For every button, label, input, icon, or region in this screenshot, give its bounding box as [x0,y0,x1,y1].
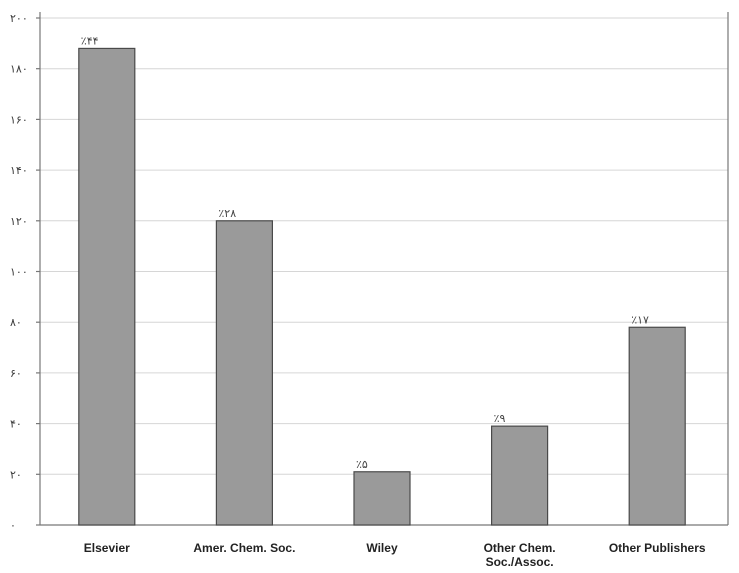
y-tick-label: ۱۶۰ [10,113,28,126]
y-tick-label: ۱۸۰ [10,63,28,76]
y-tick-label: ۴۰ [10,418,22,431]
bar-data-label: ٪۲۸ [218,207,236,220]
bar-data-label: ٪۹ [494,412,506,425]
y-tick-label: ۱۴۰ [10,164,28,177]
bar [628,326,686,526]
x-tick-label: Other Chem. Soc./Assoc. [484,541,556,569]
y-tick-label: ۸۰ [10,316,22,329]
y-tick-label: ۲۰ [10,468,22,481]
x-tick-label: Amer. Chem. Soc. [193,541,295,555]
axes [39,12,729,526]
bars [78,47,686,526]
y-tick-label: ۱۲۰ [10,215,28,228]
x-tick-labels: Elsevier Amer. Chem. Soc. Wiley Other Chem.… [84,541,706,569]
bar-data-label: ٪۱۷ [631,313,649,326]
bar-data-label: ٪۵ [356,458,368,471]
y-tick-label: ۲۰۰ [10,12,28,25]
y-tick-labels: ۰ ۲۰ ۴۰ ۶۰ ۸۰ ۱۰۰ ۱۲۰ ۱۴۰ ۱۶۰ ۱۸۰ ۲۰۰ [10,12,28,532]
x-tick-label: Elsevier [84,541,130,555]
bar [353,471,411,526]
x-tick-label: Wiley [366,541,398,555]
y-tick-label: ۱۰۰ [10,266,28,279]
y-tick-label: ۰ [10,519,16,532]
data-labels: ٪۴۴ ٪۲۸ ٪۵ ٪۹ ٪۱۷ [81,34,649,470]
bar-data-label: ٪۴۴ [81,34,99,47]
bar [215,220,273,526]
bar [78,47,136,526]
x-tick-label: Other Publishers [609,541,706,555]
bar [491,425,549,526]
gridlines [36,17,728,526]
y-tick-label: ۶۰ [10,367,22,380]
